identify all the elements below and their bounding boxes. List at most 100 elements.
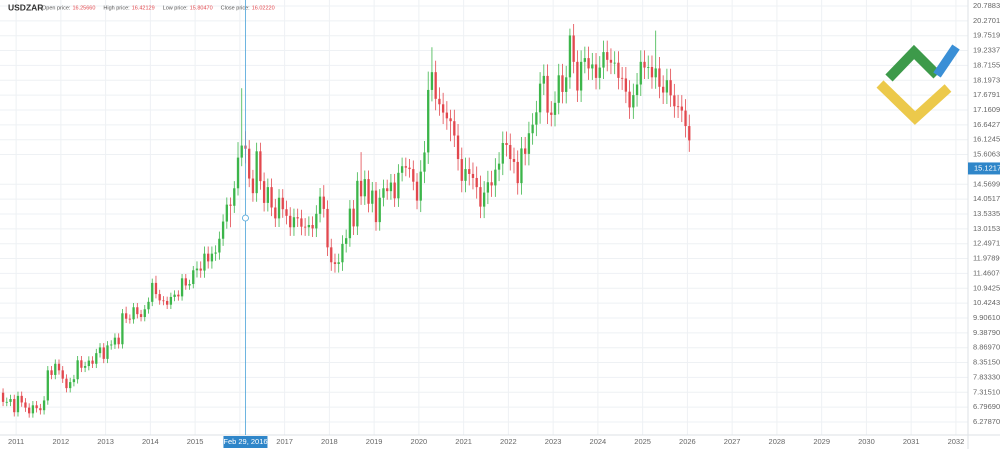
candle-body: [356, 180, 359, 227]
x-tick-label: 2014: [142, 437, 159, 446]
y-tick-label: 14.56990: [973, 179, 1000, 188]
candle-body: [72, 379, 76, 383]
logo: [876, 44, 960, 125]
candle-body: [501, 142, 504, 164]
symbol-title: USDZAR: [8, 2, 43, 12]
candle-body: [509, 144, 512, 160]
candle-body: [594, 64, 598, 78]
candle-body: [87, 360, 90, 367]
candle-body: [143, 309, 146, 318]
candle-body: [617, 62, 620, 78]
y-tick-label: 13.01530: [973, 224, 1000, 233]
candle-body: [322, 196, 325, 209]
x-tick-label: 2011: [8, 437, 24, 446]
candle-body: [98, 347, 102, 354]
candle-body: [65, 378, 68, 389]
candle-body: [46, 370, 49, 401]
candle-body: [177, 294, 180, 297]
candle-body: [207, 253, 210, 262]
candle-body: [494, 169, 497, 186]
candle-body: [441, 104, 445, 113]
candle-body: [624, 78, 628, 92]
candle-body: [568, 35, 572, 78]
candle-body: [378, 197, 381, 223]
legend-label: Low price:: [163, 5, 189, 11]
y-tick-label: 7.31510: [973, 387, 1000, 396]
y-tick-label: 17.67910: [973, 90, 1000, 99]
candle-body: [28, 407, 31, 414]
candle-body: [262, 181, 266, 203]
candle-body: [31, 405, 35, 414]
crosshair-point: [242, 214, 249, 222]
candle-body: [400, 166, 404, 173]
candle-body: [281, 197, 284, 210]
x-tick-label: 2027: [724, 437, 741, 446]
candle-body: [136, 307, 139, 315]
candle-body: [20, 395, 23, 403]
candle-body: [665, 80, 669, 93]
y-tick-label: 8.35150: [973, 358, 1000, 367]
candle-body: [423, 152, 426, 172]
candle-body: [180, 278, 184, 297]
candle-body: [203, 253, 206, 271]
x-tick-label: 2025: [634, 437, 651, 446]
last-price-label: 15.12174: [974, 163, 1000, 172]
candle-body: [236, 157, 240, 189]
candle-body: [13, 399, 16, 413]
candle-body: [639, 61, 642, 85]
candle-body: [512, 159, 516, 162]
candle-body: [408, 167, 411, 170]
x-tick-label: 2024: [590, 437, 607, 446]
x-tick-label: 2015: [187, 437, 204, 446]
candle-body: [95, 353, 98, 364]
y-tick-label: 16.12450: [973, 135, 1000, 144]
legend-value: 16.42129: [132, 5, 155, 11]
candle-body: [397, 172, 400, 199]
y-tick-label: 12.49710: [973, 239, 1000, 248]
legend-label: High price:: [103, 5, 130, 11]
candle-body: [199, 268, 202, 271]
candle-body: [591, 64, 594, 69]
candle-body: [113, 337, 117, 345]
candle-body: [162, 300, 165, 302]
candle-body: [255, 151, 258, 194]
candle-body: [233, 188, 236, 206]
candle-body: [583, 58, 586, 62]
candle-body: [274, 207, 277, 219]
y-tick-label: 16.64270: [973, 120, 1000, 129]
candle-body: [676, 106, 680, 108]
candle-body: [527, 133, 531, 154]
candle-body: [188, 284, 191, 286]
ohlc-legend: Open price: 16.25660 High price: 16.42129 Lo…: [42, 5, 275, 11]
candle-body: [486, 182, 490, 193]
legend-label: Close price:: [221, 5, 251, 11]
candle-body: [184, 278, 187, 286]
candle-body: [602, 52, 605, 68]
candle-body: [326, 208, 329, 248]
candle-body: [490, 182, 493, 186]
y-tick-label: 7.83330: [973, 372, 1000, 381]
x-tick-label: 2023: [545, 437, 562, 446]
candle-body: [460, 159, 463, 181]
candle-body: [542, 75, 545, 84]
y-tick-label: 20.27010: [973, 16, 1000, 25]
y-tick-label: 11.46070: [973, 268, 1000, 277]
x-tick-label: 2018: [321, 437, 338, 446]
x-tick-label: 2031: [903, 437, 920, 446]
candle-body: [165, 300, 169, 305]
candle-body: [270, 187, 273, 208]
x-tick-label: 2028: [769, 437, 786, 446]
candle-body: [318, 196, 322, 214]
y-tick-label: 9.90610: [973, 313, 1000, 322]
candle-body: [553, 102, 557, 115]
candle-body: [572, 35, 575, 62]
candle-body: [277, 197, 281, 219]
candle-body: [248, 148, 251, 179]
legend-label: Open price:: [42, 5, 71, 11]
candle-body: [341, 243, 344, 263]
candle-body: [579, 61, 583, 91]
candle-body: [54, 363, 57, 375]
candle-body: [106, 345, 109, 359]
